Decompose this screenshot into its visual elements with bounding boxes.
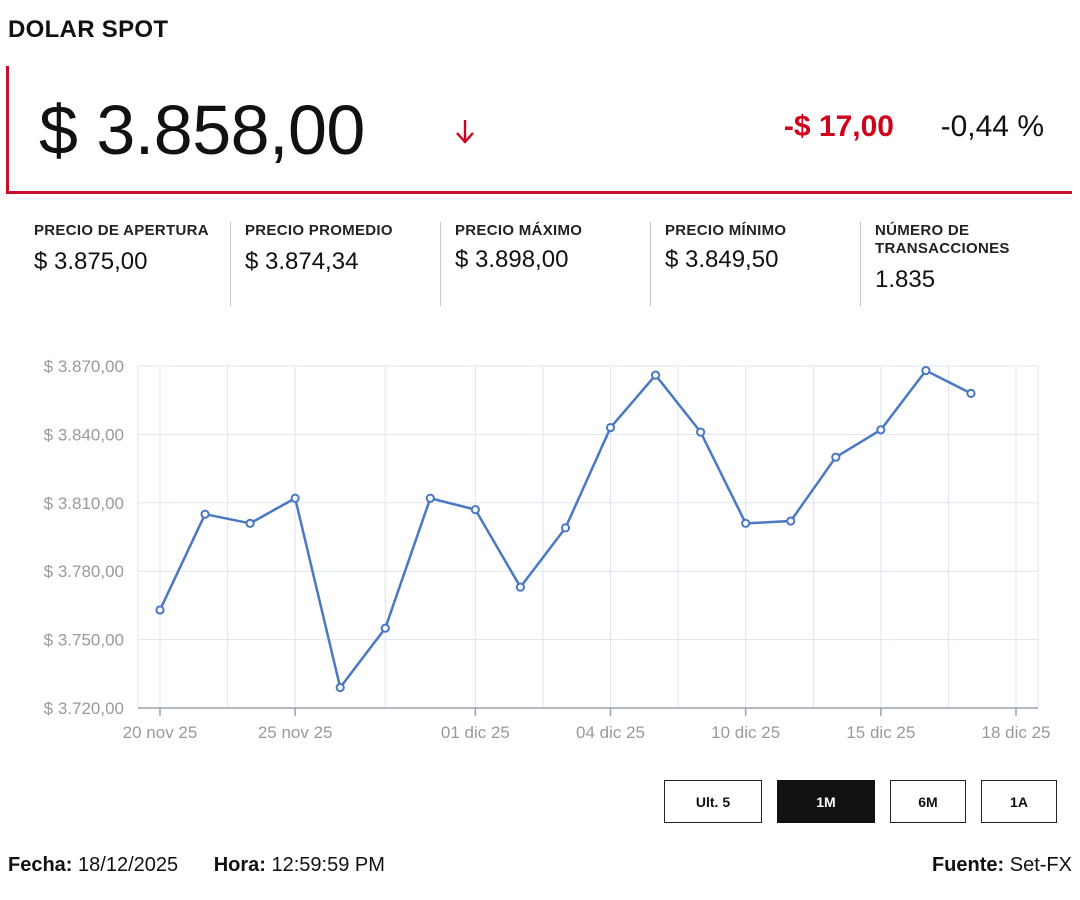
stat-label: PRECIO MÍNIMO <box>664 222 787 239</box>
stat-max-price: PRECIO MÁXIMO $ 3.898,00 <box>439 222 650 306</box>
data-point <box>200 509 210 519</box>
data-point <box>741 518 751 528</box>
y-tick-label: $ 3.720,00 <box>44 699 124 718</box>
date-info: Fecha: 18/12/2025 <box>8 854 178 876</box>
y-tick-label: $ 3.870,00 <box>44 357 124 376</box>
stat-label: NÚMERO DE TRANSACCIONES <box>874 222 1010 257</box>
source-label: Fuente: <box>931 854 1005 876</box>
price-change: -$ 17,00 <box>783 110 894 143</box>
time-value: 12:59:59 PM <box>271 854 385 876</box>
stat-opening-price: PRECIO DE APERTURA $ 3.875,00 <box>20 222 230 306</box>
data-point <box>560 523 571 533</box>
stat-label: PRECIO PROMEDIO <box>244 222 393 239</box>
range-button-1m[interactable]: 1M <box>777 780 875 823</box>
data-point <box>335 682 345 693</box>
y-tick-label: $ 3.840,00 <box>44 425 124 444</box>
stat-value: $ 3.849,50 <box>664 246 779 273</box>
data-point <box>876 425 886 435</box>
data-point <box>696 427 706 437</box>
stat-label: PRECIO MÁXIMO <box>454 222 583 239</box>
data-point <box>155 605 165 615</box>
stat-value: $ 3.874,34 <box>244 248 359 275</box>
range-button-6m[interactable]: 6M <box>890 780 966 823</box>
y-tick-label: $ 3.780,00 <box>44 562 124 581</box>
y-tick-label: $ 3.810,00 <box>44 494 124 513</box>
data-point <box>470 505 480 515</box>
time-label: Hora: <box>213 854 266 876</box>
x-tick-label: 20 nov 25 <box>123 723 198 742</box>
x-tick-label: 25 nov 25 <box>258 723 333 742</box>
price-line-chart: $ 3.720,00 $ 3.750,00 $ 3.780,00 $ 3.810,00… <box>0 340 1080 760</box>
data-point <box>425 493 435 503</box>
stats-row: PRECIO DE APERTURA $ 3.875,00 PRECIO PRO… <box>20 222 1070 306</box>
data-point <box>605 422 616 433</box>
range-button-1a[interactable]: 1A <box>981 780 1057 823</box>
stat-value: $ 3.875,00 <box>34 248 148 275</box>
data-point <box>921 365 931 376</box>
source-info: Fuente: Set-FX <box>932 854 1072 877</box>
data-point <box>380 623 390 633</box>
source-value: Set-FX <box>1009 854 1072 876</box>
x-tick-label: 01 dic 25 <box>441 723 510 742</box>
footer: Fecha: 18/12/2025 Hora: 12:59:59 PM Fuen… <box>8 854 1072 877</box>
y-tick-label: $ 3.750,00 <box>44 631 124 650</box>
arrow-down-icon <box>456 120 474 144</box>
data-point <box>966 388 976 398</box>
current-price: $ 3.858,00 <box>39 91 365 169</box>
stat-value: 1.835 <box>874 266 936 293</box>
stat-label: PRECIO DE APERTURA <box>34 222 209 239</box>
stat-transactions: NÚMERO DE TRANSACCIONES 1.835 <box>859 222 1070 306</box>
page-title: DOLAR SPOT <box>8 16 169 43</box>
range-button-ult5[interactable]: Ult. 5 <box>664 780 762 823</box>
stat-average-price: PRECIO PROMEDIO $ 3.874,34 <box>229 222 440 306</box>
x-tick-label: 10 dic 25 <box>711 723 780 742</box>
data-point <box>831 452 841 462</box>
time-info: Hora: 12:59:59 PM <box>214 854 385 876</box>
data-point <box>650 370 661 380</box>
range-selector: Ult. 5 1M 6M 1A <box>664 780 1057 823</box>
x-tick-label: 18 dic 25 <box>982 723 1051 742</box>
data-point <box>245 518 255 528</box>
date-value: 18/12/2025 <box>78 854 179 876</box>
stat-value: $ 3.898,00 <box>454 246 569 273</box>
price-change-percent: -0,44 % <box>940 110 1044 143</box>
data-point <box>786 516 796 526</box>
stat-min-price: PRECIO MÍNIMO $ 3.849,50 <box>649 222 860 306</box>
data-point <box>290 493 300 503</box>
chart-svg: $ 3.720,00 $ 3.750,00 $ 3.780,00 $ 3.810,00… <box>44 357 1051 742</box>
data-point <box>515 582 526 592</box>
price-panel: $ 3.858,00 -$ 17,00 -0,44 % <box>6 66 1072 194</box>
x-tick-label: 15 dic 25 <box>846 723 915 742</box>
x-tick-label: 04 dic 25 <box>576 723 645 742</box>
date-label: Fecha: <box>8 854 73 876</box>
